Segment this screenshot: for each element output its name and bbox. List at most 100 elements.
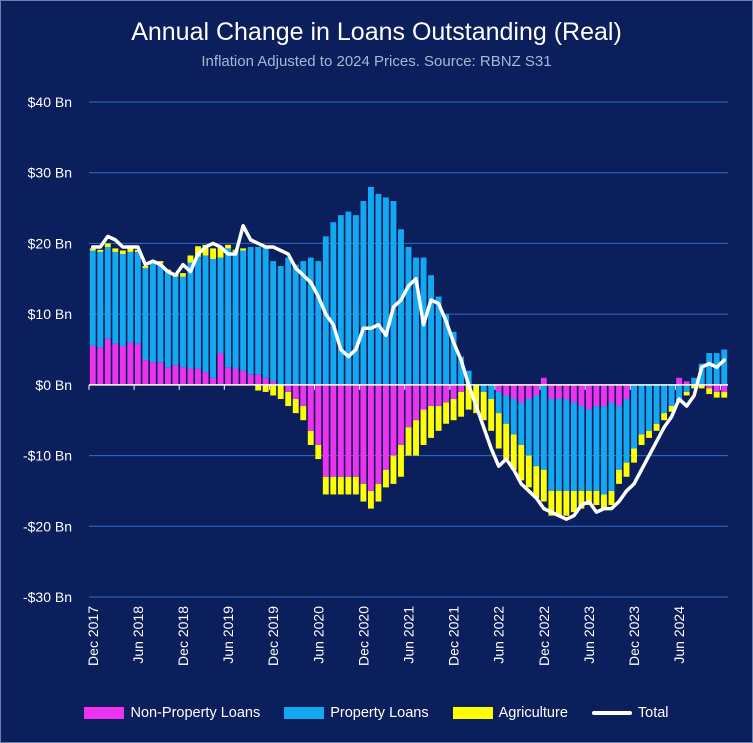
- bar-property: [255, 247, 261, 374]
- bar-non-property: [173, 365, 179, 385]
- bar-non-property: [563, 385, 569, 399]
- x-tick-label: Dec 2017: [85, 606, 101, 666]
- bar-non-property: [127, 342, 133, 384]
- legend-label-non-property: Non-Property Loans: [130, 705, 260, 721]
- bar-agriculture: [308, 431, 314, 445]
- bar-agriculture: [413, 420, 419, 455]
- x-tick-label: Jun 2022: [491, 606, 507, 664]
- bar-agriculture: [315, 445, 321, 459]
- bar-property: [586, 410, 592, 491]
- bar-non-property: [180, 367, 186, 385]
- bar-non-property: [458, 385, 464, 392]
- bar-agriculture: [105, 243, 111, 247]
- bar-agriculture: [210, 248, 216, 259]
- bar-agriculture: [503, 424, 509, 459]
- bar-agriculture: [112, 248, 118, 252]
- x-tick-label: Jun 2018: [130, 606, 146, 664]
- bar-non-property: [135, 344, 141, 385]
- bar-property: [601, 406, 607, 494]
- bar-non-property: [721, 385, 727, 392]
- bar-agriculture: [285, 392, 291, 406]
- bar-agriculture: [360, 484, 366, 502]
- bar-non-property: [248, 374, 254, 385]
- x-tick-label: Dec 2022: [536, 606, 552, 666]
- bar-property: [654, 385, 660, 424]
- stacked-bars: [90, 187, 727, 516]
- bar-property: [278, 266, 284, 385]
- bar-agriculture: [428, 406, 434, 438]
- bar-agriculture: [661, 413, 667, 420]
- bar-non-property: [616, 385, 622, 406]
- bar-property: [368, 187, 374, 385]
- x-tick-labels: Dec 2017 Jun 2018 Dec 2018 Jun 2019 Dec 2019…: [85, 606, 687, 666]
- x-tick-label: Dec 2020: [355, 606, 371, 666]
- bar-non-property: [210, 378, 216, 385]
- bar-agriculture: [533, 466, 539, 498]
- x-tick-label: Dec 2021: [446, 606, 462, 666]
- bar-property: [391, 201, 397, 385]
- legend-item-non-property[interactable]: Non-Property Loans: [84, 705, 260, 721]
- bar-agriculture: [496, 413, 502, 448]
- bar-agriculture: [526, 456, 532, 488]
- bar-property: [353, 215, 359, 385]
- bar-agriculture: [127, 248, 133, 252]
- bar-non-property: [120, 346, 126, 385]
- legend-item-total[interactable]: Total: [592, 705, 669, 721]
- bar-non-property: [526, 385, 532, 399]
- bar-non-property: [676, 378, 682, 385]
- bar-property: [112, 252, 118, 344]
- x-tick-label: Jun 2019: [220, 606, 236, 664]
- bar-property: [270, 261, 276, 381]
- bar-non-property: [443, 385, 449, 403]
- bar-non-property: [518, 385, 524, 403]
- bar-property: [218, 258, 224, 353]
- bar-non-property: [548, 385, 554, 399]
- bar-property: [556, 399, 562, 491]
- bar-property: [188, 263, 194, 369]
- bar-non-property: [233, 369, 239, 385]
- bar-non-property: [541, 378, 547, 385]
- bar-property: [315, 261, 321, 385]
- bar-non-property: [586, 385, 592, 410]
- bar-property: [714, 353, 720, 385]
- bar-property: [661, 385, 667, 413]
- plot-area: $40 Bn $30 Bn $20 Bn $10 Bn $0 Bn -$10 Bn -$20…: [0, 0, 753, 700]
- bar-property: [526, 399, 532, 456]
- y-tick-label: $0 Bn: [35, 377, 72, 393]
- bar-property: [578, 406, 584, 491]
- bar-agriculture: [353, 477, 359, 495]
- y-tick-label: $20 Bn: [28, 235, 72, 251]
- bar-property: [594, 406, 600, 491]
- legend-swatch-non-property: [84, 707, 124, 719]
- bar-agriculture: [481, 392, 487, 420]
- bar-non-property: [330, 385, 336, 477]
- bar-non-property: [368, 385, 374, 491]
- bar-agriculture: [188, 255, 194, 262]
- bar-agriculture: [180, 273, 186, 277]
- bar-property: [360, 201, 366, 385]
- legend-label-agriculture: Agriculture: [499, 705, 568, 721]
- bar-non-property: [90, 346, 96, 385]
- bar-non-property: [142, 360, 148, 385]
- legend: Non-Property Loans Property Loans Agricu…: [0, 702, 753, 724]
- bar-non-property: [533, 385, 539, 396]
- bar-non-property: [308, 385, 314, 431]
- legend-item-property[interactable]: Property Loans: [284, 705, 428, 721]
- bar-property: [97, 252, 103, 347]
- y-tick-labels: $40 Bn$30 Bn$20 Bn$10 Bn$0 Bn-$10 Bn-$20…: [23, 94, 72, 605]
- bar-non-property: [240, 371, 246, 385]
- bar-agriculture: [255, 385, 261, 391]
- bar-non-property: [218, 353, 224, 385]
- bar-non-property: [383, 385, 389, 470]
- bar-property: [338, 215, 344, 385]
- bar-non-property: [571, 385, 577, 403]
- bar-agriculture: [383, 470, 389, 488]
- bar-property: [616, 406, 622, 470]
- bar-agriculture: [323, 477, 329, 495]
- bar-property: [330, 222, 336, 385]
- legend-item-agriculture[interactable]: Agriculture: [453, 705, 568, 721]
- bar-non-property: [165, 367, 171, 385]
- bar-agriculture: [706, 388, 712, 394]
- bar-property: [203, 255, 209, 372]
- bar-property: [398, 229, 404, 385]
